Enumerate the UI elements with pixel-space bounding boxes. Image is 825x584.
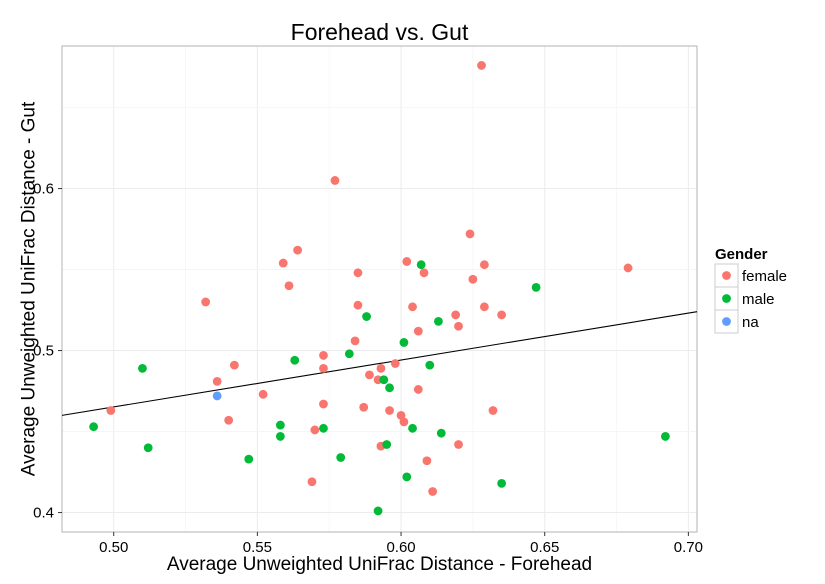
data-point-female bbox=[422, 456, 432, 466]
data-point-male bbox=[425, 360, 435, 370]
data-point-male bbox=[382, 440, 392, 449]
data-point-female bbox=[413, 385, 423, 394]
data-point-female bbox=[451, 310, 461, 320]
data-point-female bbox=[359, 402, 369, 412]
data-point-female bbox=[201, 297, 211, 307]
data-point-male bbox=[373, 506, 383, 516]
data-point-female bbox=[229, 360, 239, 370]
x-tick-label: 0.50 bbox=[99, 539, 128, 556]
data-point-na bbox=[212, 391, 222, 401]
x-tick-label: 0.55 bbox=[243, 539, 272, 556]
data-point-male bbox=[290, 355, 300, 365]
data-point-male bbox=[275, 420, 285, 430]
data-point-male bbox=[138, 363, 147, 373]
y-tick-label: 0.5 bbox=[33, 343, 54, 360]
data-point-female bbox=[319, 363, 328, 373]
data-point-female bbox=[307, 477, 317, 487]
data-point-male bbox=[660, 432, 670, 441]
data-point-female bbox=[319, 399, 328, 409]
data-point-male bbox=[436, 428, 446, 438]
chart-title: Forehead vs. Gut bbox=[291, 19, 469, 45]
data-point-male bbox=[408, 423, 417, 433]
legend-label-na: na bbox=[742, 314, 759, 331]
data-point-female bbox=[465, 229, 475, 239]
data-point-female bbox=[497, 310, 507, 320]
data-point-female bbox=[284, 281, 294, 291]
data-point-female bbox=[258, 389, 268, 399]
data-point-female bbox=[353, 268, 363, 278]
data-point-female bbox=[488, 406, 498, 415]
regression-line bbox=[61, 311, 698, 416]
data-point-female bbox=[376, 363, 386, 373]
data-point-male bbox=[344, 349, 354, 359]
y-axis-title: Average Unweighted UniFrac Distance - Gu… bbox=[19, 101, 40, 476]
data-point-female bbox=[350, 336, 360, 346]
legend-marker-female bbox=[722, 271, 731, 280]
legend-marker-male bbox=[722, 294, 731, 303]
data-point-male bbox=[402, 472, 412, 482]
data-point-female bbox=[390, 359, 400, 368]
data-point-male bbox=[399, 338, 409, 347]
data-point-male bbox=[336, 453, 346, 462]
data-point-female bbox=[319, 351, 328, 360]
legend: Gender female male na bbox=[714, 246, 787, 334]
data-point-male bbox=[497, 479, 507, 488]
data-point-male bbox=[379, 375, 389, 385]
data-point-female bbox=[413, 326, 423, 336]
x-tick-label: 0.65 bbox=[530, 539, 559, 556]
x-axis-title: Average Unweighted UniFrac Distance - Fo… bbox=[167, 554, 592, 575]
data-point-female bbox=[293, 245, 303, 255]
data-point-female bbox=[408, 302, 417, 312]
data-point-female bbox=[212, 376, 222, 386]
data-point-female bbox=[310, 425, 320, 435]
data-point-male bbox=[319, 423, 328, 433]
data-point-male bbox=[531, 282, 541, 292]
x-tick-label: 0.70 bbox=[674, 539, 703, 556]
data-point-female bbox=[454, 321, 463, 331]
data-point-male bbox=[416, 260, 426, 270]
data-point-female bbox=[278, 258, 288, 268]
data-point-male bbox=[385, 383, 394, 393]
data-point-female bbox=[477, 61, 486, 70]
legend-marker-na bbox=[722, 317, 731, 326]
data-point-female bbox=[428, 487, 438, 496]
data-point-female bbox=[479, 302, 489, 312]
data-point-female bbox=[385, 406, 394, 415]
data-point-male bbox=[275, 432, 285, 441]
grid bbox=[62, 46, 697, 532]
data-point-male bbox=[89, 422, 99, 432]
y-tick-label: 0.6 bbox=[33, 181, 54, 198]
legend-title: Gender bbox=[715, 246, 768, 263]
data-points bbox=[89, 61, 670, 516]
data-point-male bbox=[434, 317, 443, 326]
data-point-male bbox=[143, 443, 153, 453]
data-point-female bbox=[224, 415, 234, 425]
data-point-female bbox=[479, 260, 489, 270]
data-point-female bbox=[399, 417, 409, 427]
data-point-female bbox=[106, 406, 116, 415]
plot-panel bbox=[61, 45, 698, 533]
y-tick-label: 0.4 bbox=[33, 505, 54, 522]
legend-label-female: female bbox=[742, 268, 787, 285]
data-point-female bbox=[468, 274, 478, 284]
data-point-female bbox=[402, 257, 412, 266]
data-point-female bbox=[623, 263, 633, 273]
data-point-female bbox=[365, 370, 374, 380]
axis-ticks: 0.50 0.55 0.60 0.65 0.70 0.4 0.5 0.6 bbox=[33, 181, 703, 556]
data-point-male bbox=[362, 312, 371, 321]
data-point-female bbox=[353, 300, 363, 310]
data-point-female bbox=[330, 176, 340, 185]
x-tick-label: 0.60 bbox=[386, 539, 415, 556]
legend-label-male: male bbox=[742, 291, 775, 308]
data-point-male bbox=[244, 454, 254, 464]
data-point-female bbox=[454, 440, 463, 449]
data-point-female bbox=[419, 268, 429, 278]
